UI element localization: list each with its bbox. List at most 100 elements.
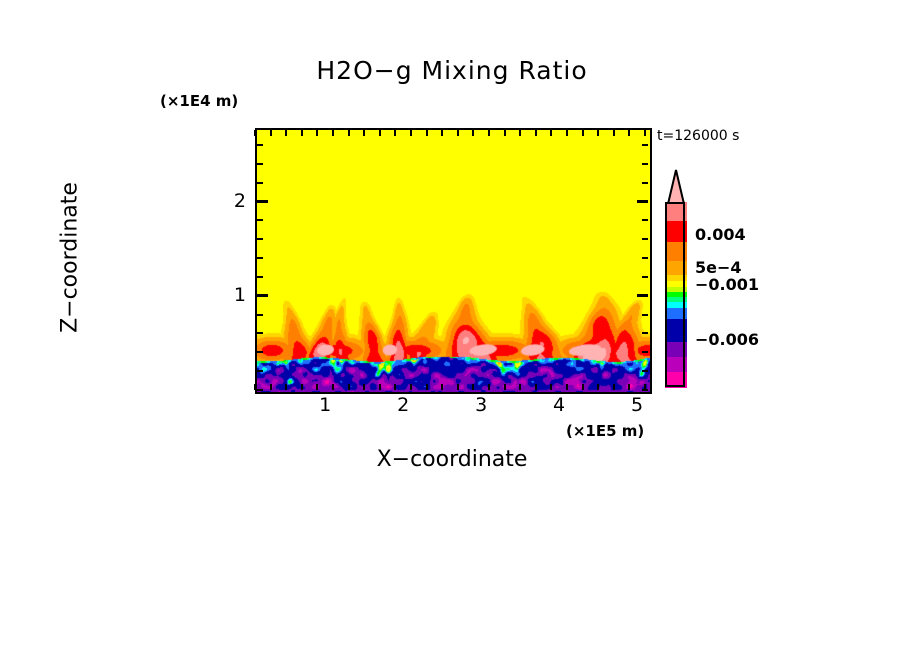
y-minor-tick xyxy=(257,143,263,146)
colorbar-band xyxy=(665,274,687,282)
x-minor-tick xyxy=(347,130,350,136)
x-minor-tick xyxy=(331,384,334,390)
y-minor-tick xyxy=(642,219,648,222)
x-minor-tick xyxy=(394,384,397,390)
x-minor-tick xyxy=(456,384,459,390)
x-minor-tick xyxy=(269,384,272,390)
y-minor-tick xyxy=(257,332,263,335)
colorbar-band xyxy=(665,307,687,320)
x-minor-tick xyxy=(597,130,600,136)
x-minor-tick xyxy=(581,130,584,136)
colorbar-band xyxy=(665,342,687,357)
colorbar-band xyxy=(665,241,687,262)
y-minor-tick xyxy=(257,275,263,278)
colorbar-band xyxy=(665,292,687,297)
x-minor-tick xyxy=(300,130,303,136)
colorbar-band xyxy=(665,319,687,343)
x-minor-tick xyxy=(441,130,444,136)
y-minor-tick xyxy=(257,389,263,391)
y-minor-tick xyxy=(642,238,648,241)
x-minor-tick xyxy=(487,384,490,390)
y-minor-tick xyxy=(642,332,648,335)
x-minor-tick xyxy=(519,384,522,390)
y-tick-label: 2 xyxy=(233,189,246,212)
colorbar-band xyxy=(665,287,687,293)
colorbar-arrow-tip xyxy=(665,169,687,205)
colorbar-band xyxy=(665,301,687,308)
x-minor-tick xyxy=(269,130,272,136)
colorbar-band xyxy=(665,371,687,388)
x-tick-label: 4 xyxy=(553,394,566,416)
y-axis-label: Z−coordinate xyxy=(57,182,83,333)
colorbar-band xyxy=(665,202,687,222)
x-minor-tick xyxy=(534,384,537,390)
x-minor-tick xyxy=(503,384,506,390)
x-minor-tick xyxy=(316,384,319,390)
x-minor-tick xyxy=(472,384,475,390)
y-minor-tick xyxy=(642,162,648,165)
x-axis-units-label: (×1E5 m) xyxy=(566,422,645,440)
x-minor-tick xyxy=(285,384,288,390)
x-minor-tick xyxy=(347,384,350,390)
y-tick-label: 1 xyxy=(233,283,246,306)
y-minor-tick xyxy=(642,181,648,184)
y-minor-tick xyxy=(257,313,263,316)
y-minor-tick xyxy=(257,238,263,241)
x-tick-label: 5 xyxy=(631,394,644,416)
x-minor-tick xyxy=(503,130,506,136)
colorbar-tick-label: 5e−4 xyxy=(695,258,742,277)
contour-plot-area xyxy=(255,128,652,394)
x-minor-tick xyxy=(597,384,600,390)
y-minor-tick xyxy=(257,219,263,222)
x-tick-label: 3 xyxy=(475,394,488,416)
x-minor-tick xyxy=(550,130,553,136)
plot-title: H2O−g Mixing Ratio xyxy=(0,56,904,85)
x-minor-tick xyxy=(363,384,366,390)
y-minor-tick xyxy=(257,181,263,184)
x-minor-tick xyxy=(581,384,584,390)
x-minor-tick xyxy=(441,384,444,390)
x-minor-tick xyxy=(425,130,428,136)
colorbar-band xyxy=(665,296,687,302)
y-minor-tick xyxy=(642,275,648,278)
x-minor-tick xyxy=(628,130,631,136)
x-minor-tick xyxy=(409,130,412,136)
x-minor-tick xyxy=(254,384,256,390)
y-minor-tick xyxy=(257,370,263,373)
x-minor-tick xyxy=(378,384,381,390)
x-minor-tick xyxy=(612,384,615,390)
y-minor-tick xyxy=(257,351,263,354)
x-minor-tick xyxy=(628,384,631,390)
x-minor-tick xyxy=(285,130,288,136)
x-minor-tick xyxy=(378,130,381,136)
colorbar-band xyxy=(665,261,687,275)
x-minor-tick xyxy=(565,384,568,390)
x-minor-tick xyxy=(550,384,553,390)
colorbar-band xyxy=(665,281,687,288)
y-major-tick xyxy=(257,294,268,298)
y-minor-tick xyxy=(642,389,648,391)
x-minor-tick xyxy=(394,130,397,136)
y-major-tick xyxy=(637,200,648,203)
x-minor-tick xyxy=(643,130,646,136)
y-major-tick xyxy=(637,294,648,298)
y-minor-tick xyxy=(642,313,648,316)
x-minor-tick xyxy=(254,130,256,136)
y-major-tick xyxy=(257,200,268,203)
contour-field-canvas xyxy=(257,130,650,392)
x-axis-label: X−coordinate xyxy=(376,447,528,472)
x-minor-tick xyxy=(472,130,475,136)
y-axis-units-label: (×1E4 m) xyxy=(160,92,239,110)
colorbar-tick-label: −0.001 xyxy=(695,275,760,294)
colorbar-band xyxy=(665,357,687,372)
x-minor-tick xyxy=(487,130,490,136)
plot-title-text: H2O−g Mixing Ratio xyxy=(316,56,588,85)
x-minor-tick xyxy=(565,130,568,136)
time-annotation: t=126000 s xyxy=(657,128,740,144)
y-minor-tick xyxy=(642,370,648,373)
x-minor-tick xyxy=(425,384,428,390)
y-minor-tick xyxy=(642,257,648,260)
x-minor-tick xyxy=(612,130,615,136)
x-minor-tick xyxy=(316,130,319,136)
